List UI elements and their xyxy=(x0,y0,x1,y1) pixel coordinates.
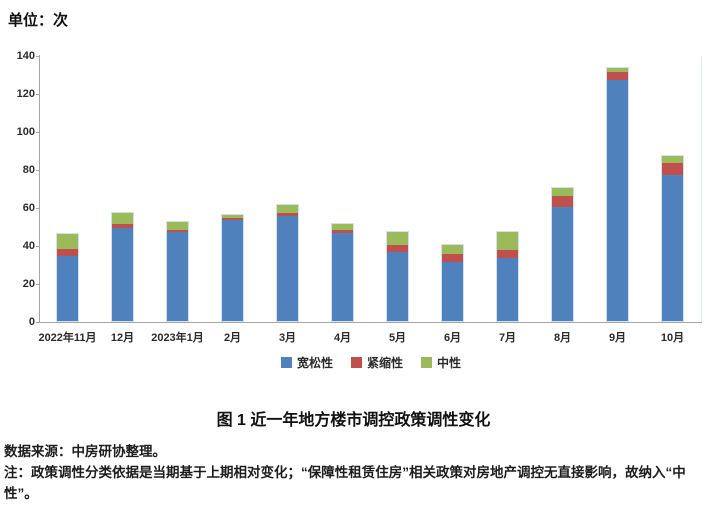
bar-group-2022年11月 xyxy=(56,232,79,322)
bar-segment-宽松性 xyxy=(552,206,573,321)
x-axis-label: 5月 xyxy=(388,332,407,344)
bar-segment-宽松性 xyxy=(387,252,408,321)
y-axis-label: 20 xyxy=(22,278,35,290)
x-axis-label: 8月 xyxy=(553,332,572,344)
y-tick-mark xyxy=(36,246,40,247)
x-axis-line xyxy=(39,322,702,323)
bar-segment-紧缩性 xyxy=(222,218,243,221)
bar-segment-中性 xyxy=(387,231,408,245)
bar-segment-中性 xyxy=(167,222,188,230)
bar-segment-中性 xyxy=(112,212,133,224)
bar-segment-紧缩性 xyxy=(332,229,353,234)
bar-segment-紧缩性 xyxy=(662,163,683,175)
y-tick-mark xyxy=(36,208,40,209)
note-line-1: 注：政策调性分类依据是当期基于上期相对变化；“保障性租赁住房”相关政策对房地产调… xyxy=(4,465,686,480)
bar-segment-紧缩性 xyxy=(497,250,518,258)
bar-group-5月 xyxy=(386,230,409,322)
y-tick-mark xyxy=(36,170,40,171)
data-source-line: 数据来源：中房研协整理。 xyxy=(4,444,166,459)
bar-segment-紧缩性 xyxy=(167,229,188,232)
bar-segment-紧缩性 xyxy=(57,248,78,256)
bar-segment-中性 xyxy=(662,155,683,164)
y-axis-label: 100 xyxy=(16,126,35,138)
bar-segment-宽松性 xyxy=(57,255,78,321)
y-axis-label: 120 xyxy=(16,88,35,100)
x-axis-label: 10月 xyxy=(660,332,685,344)
bar-group-4月 xyxy=(331,223,354,322)
bar-segment-紧缩性 xyxy=(277,212,298,217)
y-axis-line xyxy=(39,55,40,323)
bar-segment-紧缩性 xyxy=(112,223,133,228)
bar-segment-中性 xyxy=(57,233,78,249)
x-axis-label: 2月 xyxy=(223,332,242,344)
bar-group-6月 xyxy=(441,244,464,322)
bar-group-2023年1月 xyxy=(166,221,189,322)
figure-caption: 图 1 近一年地方楼市调控政策调性变化 xyxy=(216,412,491,429)
bar-segment-宽松性 xyxy=(662,174,683,321)
legend-label: 紧缩性 xyxy=(366,356,403,370)
bar-group-3月 xyxy=(276,204,299,322)
footer-notes: 数据来源：中房研协整理。 注：政策调性分类依据是当期基于上期相对变化；“保障性租… xyxy=(4,441,704,504)
bar-segment-中性 xyxy=(497,231,518,251)
bar-segment-紧缩性 xyxy=(442,254,463,262)
x-axis-label: 12月 xyxy=(110,332,135,344)
chart-legend: 宽松性 紧缩性 中性 xyxy=(40,354,702,371)
legend-item-中性: 中性 xyxy=(421,354,461,371)
x-axis-label: 3月 xyxy=(278,332,297,344)
note-line-2: 性”。 xyxy=(4,486,38,501)
bar-segment-紧缩性 xyxy=(607,72,628,80)
bar-segment-中性 xyxy=(552,188,573,196)
legend-item-宽松性: 宽松性 xyxy=(280,354,333,371)
bar-segment-紧缩性 xyxy=(552,195,573,207)
y-axis-label: 40 xyxy=(22,240,35,252)
bar-segment-宽松性 xyxy=(112,227,133,321)
bar-group-7月 xyxy=(496,230,519,322)
bar-segment-宽松性 xyxy=(222,220,243,321)
y-axis-label: 140 xyxy=(16,50,35,62)
bar-segment-中性 xyxy=(332,224,353,230)
y-axis-label: 60 xyxy=(22,202,35,214)
bar-segment-宽松性 xyxy=(167,231,188,321)
stacked-bar-chart: 0 20 40 60 80 100 120 140 2022年11月 12月 2023年1月 2月 3… xyxy=(16,50,702,344)
legend-swatch-icon xyxy=(421,357,432,368)
bar-group-2月 xyxy=(221,213,244,322)
bar-segment-宽松性 xyxy=(442,261,463,321)
x-axis-label: 6月 xyxy=(443,332,462,344)
bar-segment-宽松性 xyxy=(497,257,518,321)
unit-label: 单位：次 xyxy=(8,12,69,29)
legend-swatch-icon xyxy=(350,357,362,368)
bar-segment-宽松性 xyxy=(332,233,353,321)
bar-segment-宽松性 xyxy=(277,216,298,321)
y-tick-mark xyxy=(36,284,40,285)
legend-label: 宽松性 xyxy=(296,356,333,370)
bar-segment-中性 xyxy=(607,68,628,73)
bar-group-10月 xyxy=(661,154,684,322)
bar-segment-中性 xyxy=(222,214,243,219)
legend-label: 中性 xyxy=(437,356,462,370)
x-axis-label: 2022年11月 xyxy=(38,332,97,344)
x-axis-label: 2023年1月 xyxy=(151,332,204,344)
bar-group-8月 xyxy=(551,187,574,322)
bar-group-9月 xyxy=(606,67,629,322)
bar-segment-紧缩性 xyxy=(387,244,408,253)
legend-swatch-icon xyxy=(280,357,292,368)
x-axis-label: 9月 xyxy=(608,332,627,344)
x-axis-label: 4月 xyxy=(333,332,352,344)
y-tick-mark xyxy=(36,322,40,323)
y-tick-mark xyxy=(36,56,40,57)
bar-segment-中性 xyxy=(277,205,298,213)
bar-group-12月 xyxy=(111,211,134,322)
plot-right-edge xyxy=(701,56,702,323)
bar-segment-宽松性 xyxy=(607,79,628,321)
y-tick-mark xyxy=(36,132,40,133)
legend-item-紧缩性: 紧缩性 xyxy=(350,354,403,371)
y-axis-label: 80 xyxy=(22,164,35,176)
y-tick-mark xyxy=(36,94,40,95)
y-axis-label: 0 xyxy=(28,316,35,328)
bar-segment-中性 xyxy=(442,245,463,255)
x-axis-label: 7月 xyxy=(498,332,517,344)
